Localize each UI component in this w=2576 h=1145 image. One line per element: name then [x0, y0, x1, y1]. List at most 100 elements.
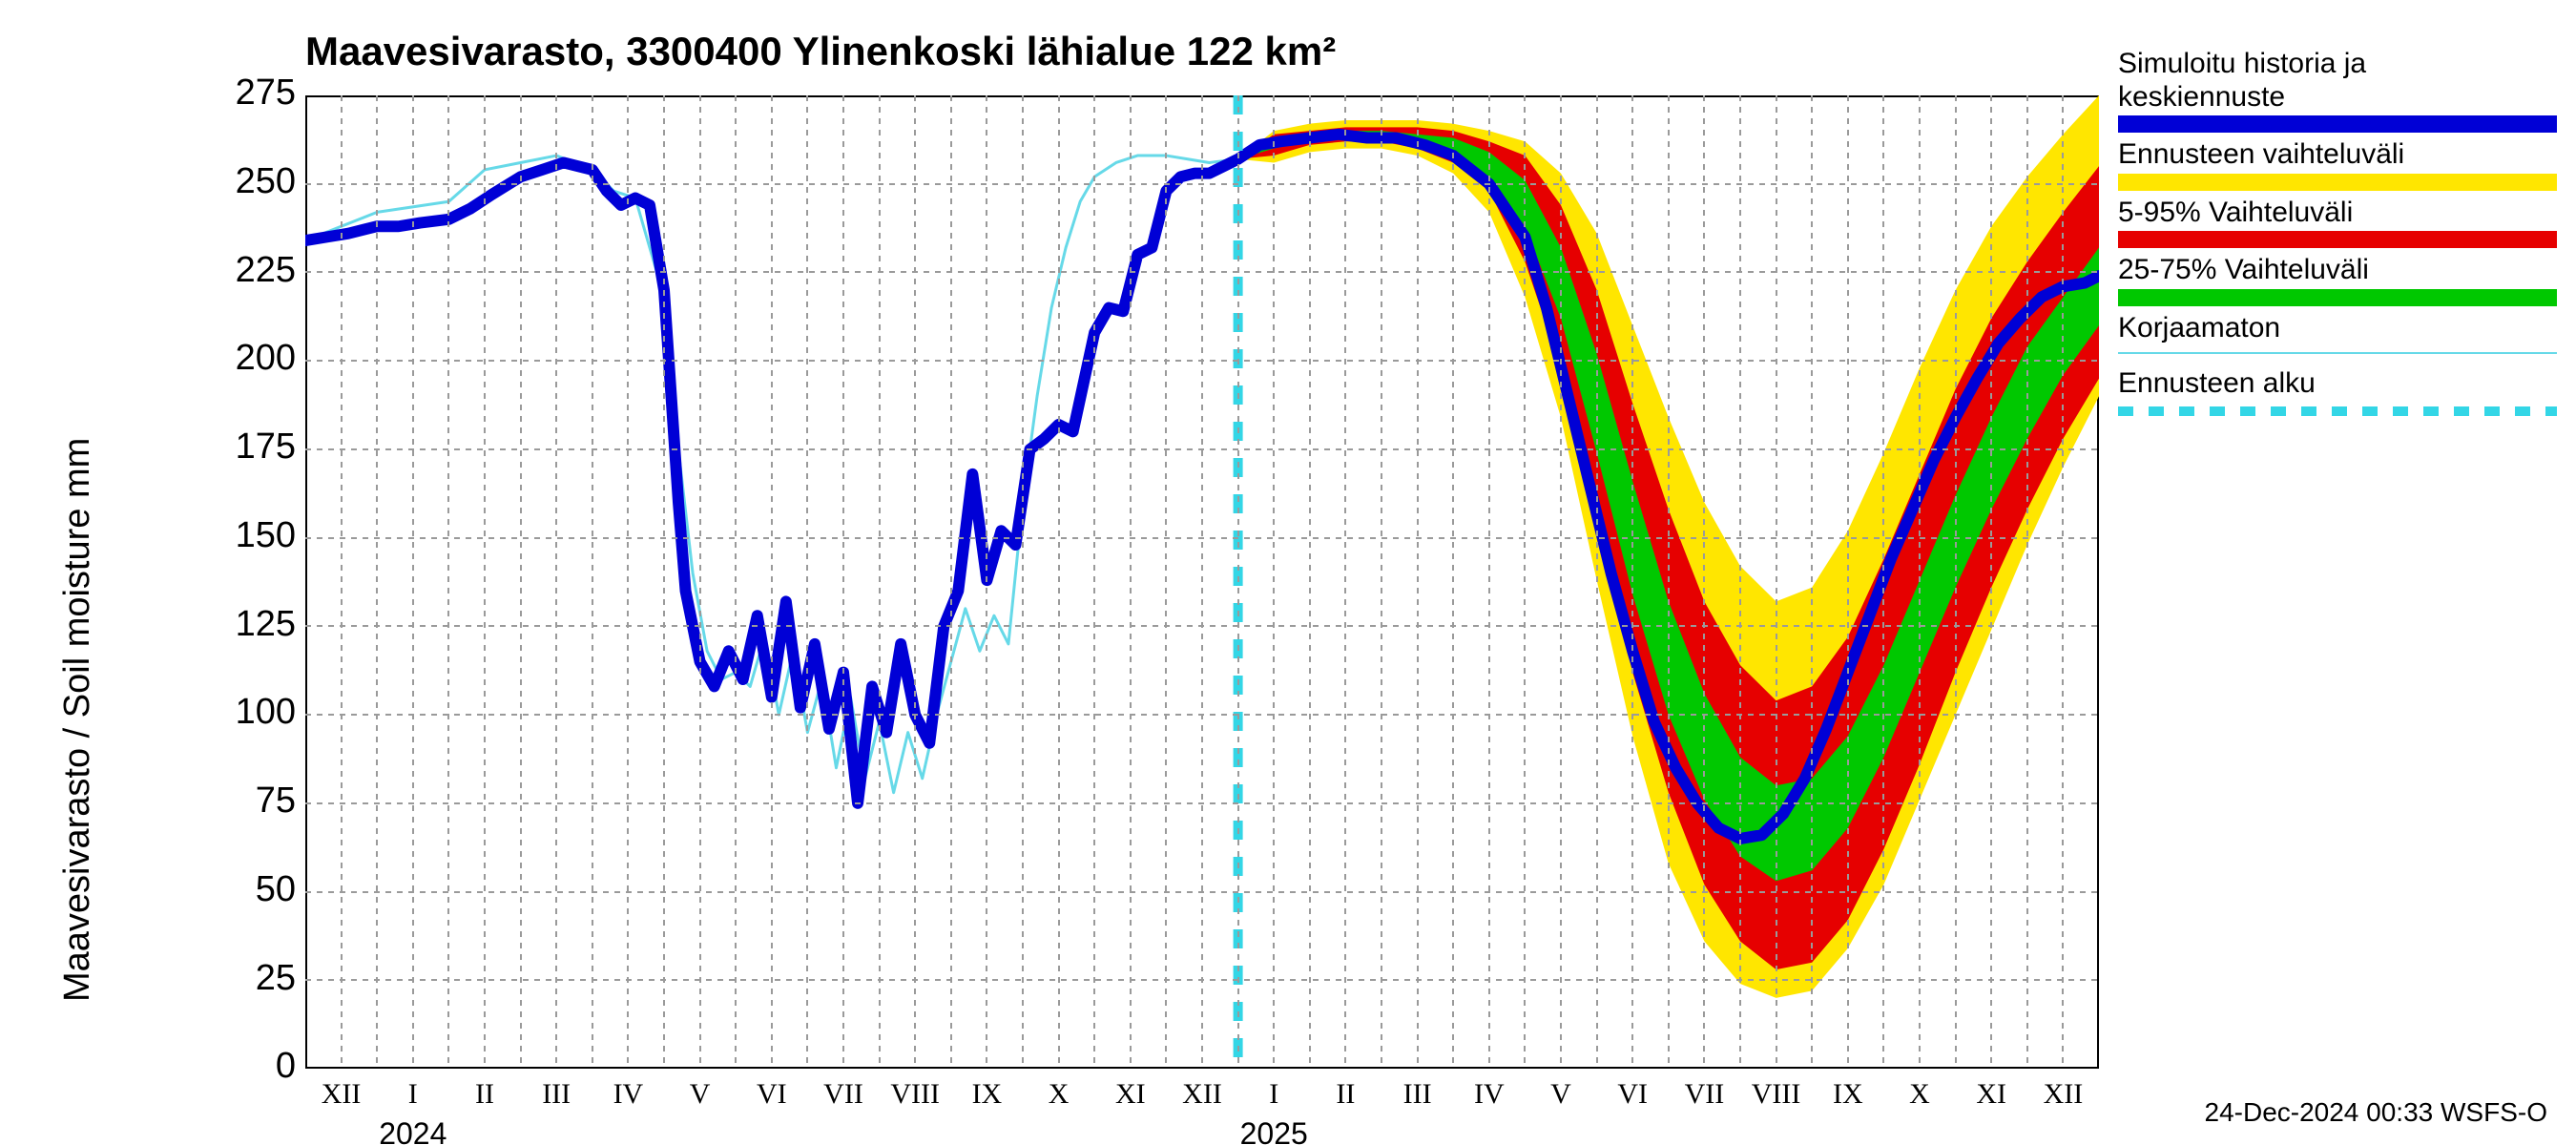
- gridline-v: [592, 95, 593, 1069]
- month-tick-label: II: [1307, 1078, 1383, 1111]
- legend-label: Simuloitu historia ja keskiennuste: [2118, 48, 2557, 114]
- month-tick-label: VIII: [877, 1078, 953, 1111]
- legend-label: 5-95% Vaihteluväli: [2118, 197, 2557, 230]
- month-tick-label: IV: [590, 1078, 666, 1111]
- gridline-v: [1381, 95, 1382, 1069]
- y-tick-label: 200: [191, 338, 296, 379]
- month-tick-label: IX: [1810, 1078, 1886, 1111]
- gridline-v: [376, 95, 378, 1069]
- gridline-v: [1524, 95, 1526, 1069]
- gridline-v: [447, 95, 449, 1069]
- month-tick-label: VII: [1666, 1078, 1742, 1111]
- y-tick-label: 100: [191, 692, 296, 733]
- month-tick-label: VII: [805, 1078, 882, 1111]
- y-tick-label: 50: [191, 869, 296, 910]
- gridline-v: [879, 95, 881, 1069]
- legend-swatch: [2118, 231, 2557, 248]
- y-tick-label: 25: [191, 958, 296, 999]
- gridline-v: [1560, 95, 1562, 1069]
- month-tick-label: VI: [1594, 1078, 1671, 1111]
- gridline-v: [1093, 95, 1095, 1069]
- month-tick-label: IV: [1451, 1078, 1527, 1111]
- gridline-v: [627, 95, 629, 1069]
- month-tick-label: X: [1881, 1078, 1958, 1111]
- gridline-v: [1596, 95, 1598, 1069]
- gridline-v: [842, 95, 844, 1069]
- gridline-v: [1776, 95, 1777, 1069]
- gridline-v: [1344, 95, 1346, 1069]
- y-tick-label: 150: [191, 515, 296, 556]
- gridline-v: [1703, 95, 1705, 1069]
- gridline-v: [1668, 95, 1670, 1069]
- gridline-v: [1955, 95, 1957, 1069]
- month-tick-label: V: [1523, 1078, 1599, 1111]
- month-tick-label: XI: [1092, 1078, 1169, 1111]
- legend-label: Korjaamaton: [2118, 312, 2557, 345]
- month-tick-label: IX: [948, 1078, 1025, 1111]
- month-tick-label: XI: [1953, 1078, 2029, 1111]
- legend-label: Ennusteen alku: [2118, 367, 2557, 401]
- gridline-v: [1237, 95, 1239, 1069]
- gridline-v: [1631, 95, 1633, 1069]
- legend: Simuloitu historia ja keskiennuste Ennust…: [2118, 48, 2557, 427]
- month-tick-label: VIII: [1738, 1078, 1815, 1111]
- legend-label: 25-75% Vaihteluväli: [2118, 254, 2557, 287]
- legend-swatch: [2118, 406, 2557, 416]
- gridline-v: [1309, 95, 1311, 1069]
- y-tick-label: 125: [191, 604, 296, 645]
- gridline-v: [1882, 95, 1884, 1069]
- gridline-v: [699, 95, 701, 1069]
- y-tick-label: 75: [191, 781, 296, 822]
- gridline-v: [1847, 95, 1849, 1069]
- gridline-v: [663, 95, 665, 1069]
- gridline-v: [555, 95, 557, 1069]
- y-tick-label: 175: [191, 427, 296, 468]
- month-tick-label: XII: [2025, 1078, 2101, 1111]
- legend-swatch: [2118, 115, 2557, 133]
- gridline-v: [2062, 95, 2064, 1069]
- gridline-v: [412, 95, 414, 1069]
- gridline-v: [1739, 95, 1741, 1069]
- gridline-v: [2026, 95, 2028, 1069]
- y-tick-label: 0: [191, 1046, 296, 1087]
- gridline-v: [1811, 95, 1813, 1069]
- month-tick-label: I: [375, 1078, 451, 1111]
- gridline-v: [1273, 95, 1275, 1069]
- gridline-v: [1165, 95, 1167, 1069]
- month-tick-label: VI: [734, 1078, 810, 1111]
- gridline-v: [806, 95, 808, 1069]
- month-tick-label: V: [662, 1078, 738, 1111]
- y-tick-label: 250: [191, 161, 296, 202]
- legend-item-p5_95: 5-95% Vaihteluväli: [2118, 197, 2557, 249]
- month-tick-label: III: [1380, 1078, 1456, 1111]
- month-tick-label: XII: [303, 1078, 380, 1111]
- y-tick-label: 225: [191, 250, 296, 291]
- gridline-v: [1919, 95, 1921, 1069]
- legend-item-sim_history: Simuloitu historia ja keskiennuste: [2118, 48, 2557, 133]
- year-label: 2024: [356, 1116, 470, 1145]
- month-tick-label: II: [447, 1078, 523, 1111]
- gridline-v: [735, 95, 737, 1069]
- gridline-v: [1058, 95, 1060, 1069]
- gridline-v: [520, 95, 522, 1069]
- gridline-v: [1130, 95, 1132, 1069]
- gridline-v: [1990, 95, 1992, 1069]
- gridline-v: [1452, 95, 1454, 1069]
- legend-swatch: [2118, 289, 2557, 306]
- gridline-v: [1022, 95, 1024, 1069]
- legend-label: Ennusteen vaihteluväli: [2118, 138, 2557, 172]
- gridline-v: [914, 95, 916, 1069]
- month-tick-label: X: [1021, 1078, 1097, 1111]
- gridline-v: [771, 95, 773, 1069]
- month-tick-label: I: [1236, 1078, 1312, 1111]
- gridline-v: [1417, 95, 1419, 1069]
- legend-item-forecast_start: Ennusteen alku: [2118, 367, 2557, 422]
- legend-swatch: [2118, 174, 2557, 191]
- legend-swatch: [2118, 352, 2557, 354]
- legend-item-full_range: Ennusteen vaihteluväli: [2118, 138, 2557, 191]
- footer-timestamp: 24-Dec-2024 00:33 WSFS-O: [2205, 1097, 2548, 1128]
- month-tick-label: XII: [1164, 1078, 1240, 1111]
- gridline-v: [986, 95, 987, 1069]
- year-label: 2025: [1216, 1116, 1331, 1145]
- gridline-v: [1488, 95, 1490, 1069]
